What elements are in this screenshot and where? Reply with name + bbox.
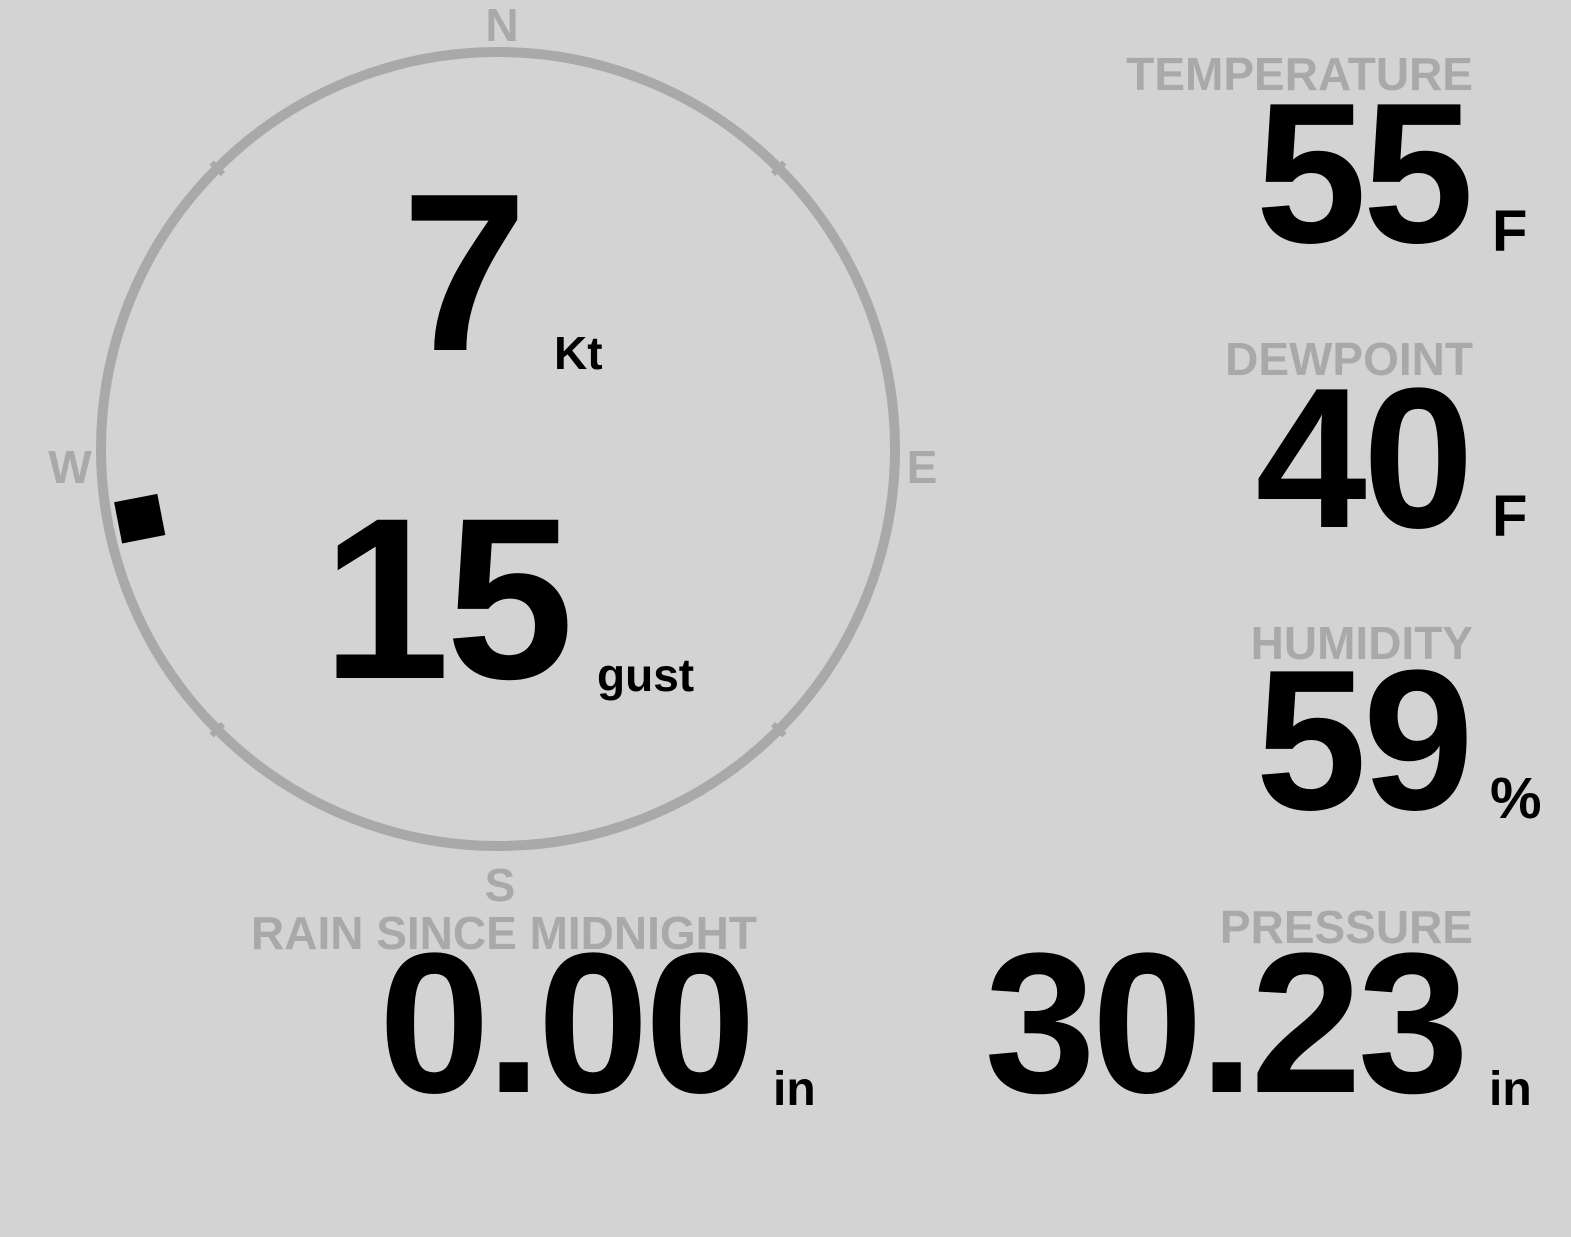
temperature-label: TEMPERATURE (1126, 48, 1473, 100)
pressure-unit: in (1489, 1063, 1532, 1116)
rain-value: 0.00 (378, 912, 756, 1135)
pressure-value: 30.23 (984, 912, 1469, 1135)
compass-east-label: E (906, 441, 938, 493)
wind-gust-unit: gust (597, 649, 695, 701)
compass-ticks (209, 160, 787, 738)
humidity-value: 59 (1255, 629, 1474, 852)
wind-speed-unit: Kt (554, 327, 603, 379)
compass-ring (96, 47, 900, 851)
temperature-value: 55 (1255, 62, 1474, 285)
compass-south-label: S (484, 859, 516, 911)
wind-gust-value: 15 (322, 470, 574, 727)
wind-speed-value: 7 (402, 146, 527, 398)
humidity-unit: % (1490, 766, 1542, 831)
compass-tick (770, 721, 787, 738)
dewpoint-value: 40 (1255, 347, 1474, 570)
dewpoint-unit: F (1492, 484, 1528, 549)
compass-north-label: N (485, 0, 519, 51)
compass-tick (209, 721, 226, 738)
dewpoint-label: DEWPOINT (1225, 333, 1473, 385)
rain-label: RAIN SINCE MIDNIGHT (251, 907, 757, 959)
compass-tick (770, 160, 787, 177)
temperature-unit: F (1492, 199, 1528, 264)
pressure-label: PRESSURE (1219, 901, 1473, 953)
rain-unit: in (773, 1063, 816, 1116)
wind-direction-marker (114, 493, 166, 544)
humidity-label: HUMIDITY (1250, 617, 1473, 669)
compass-tick (209, 160, 226, 177)
compass-west-label: W (48, 441, 92, 493)
